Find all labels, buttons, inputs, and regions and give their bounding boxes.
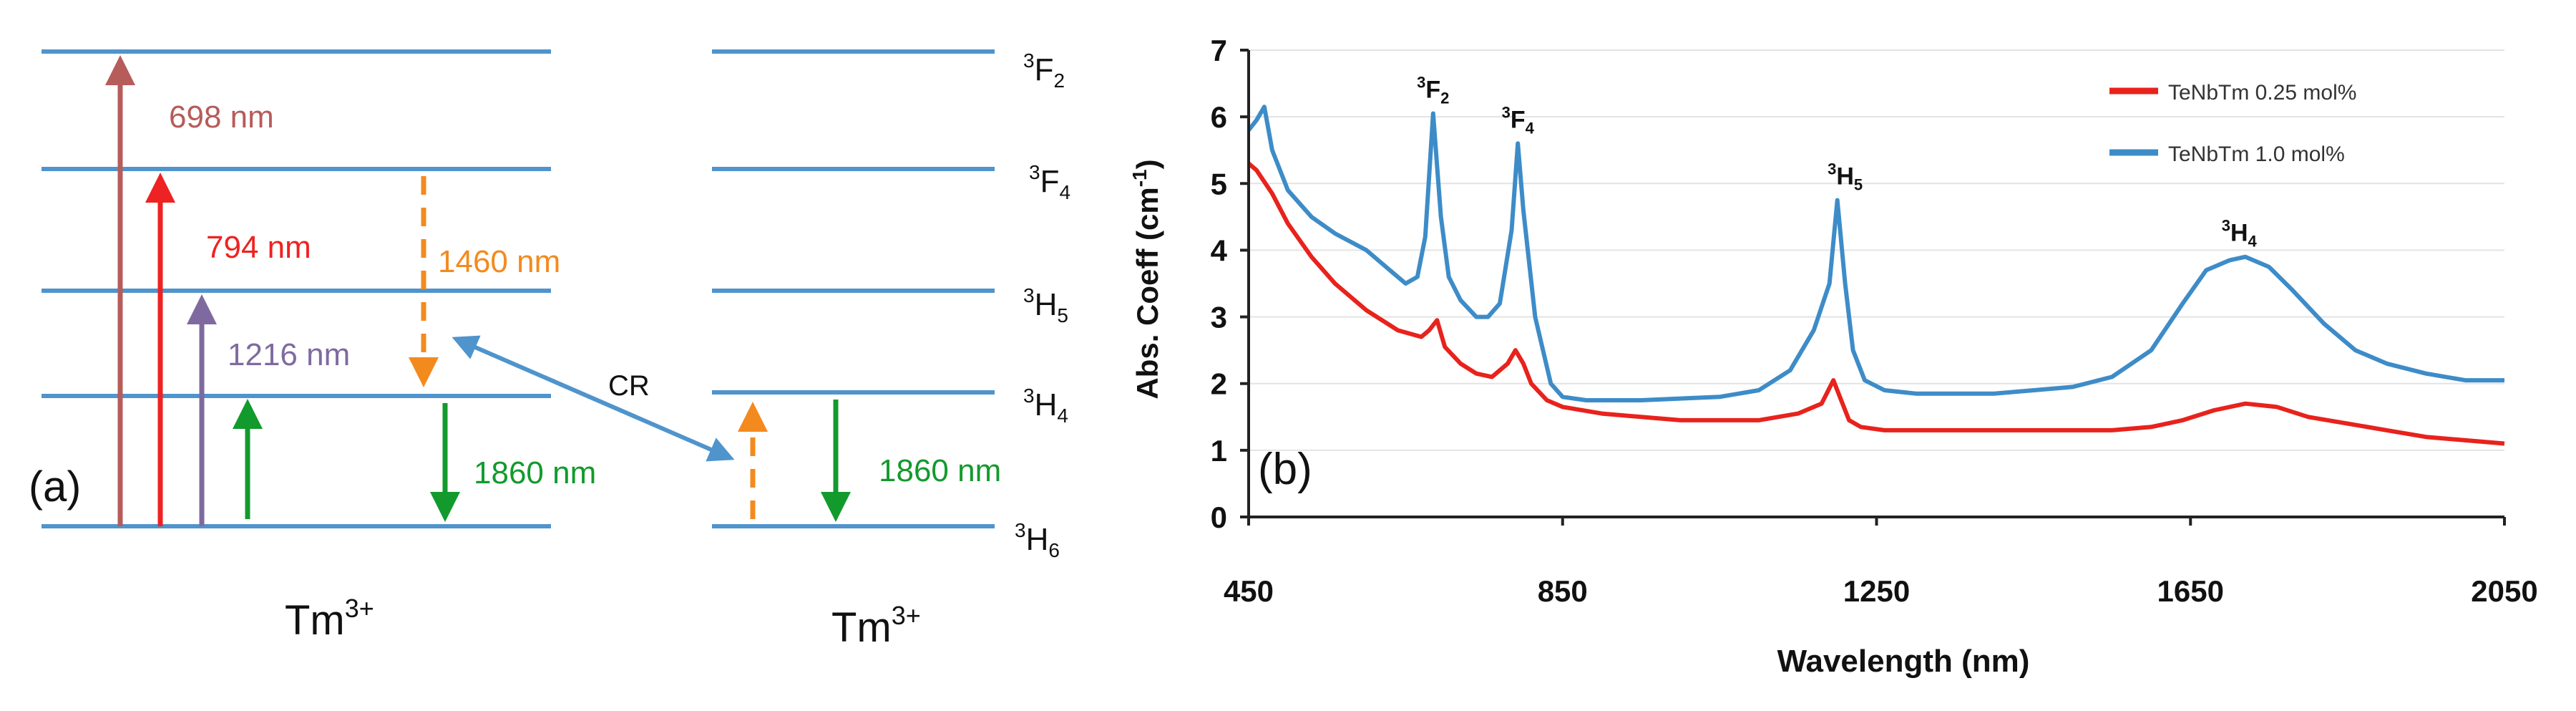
x-axis-label: Wavelength (nm) xyxy=(1777,644,2030,679)
term-3h6: 3H6 xyxy=(1015,519,1060,561)
series-line-0 xyxy=(1247,162,2505,446)
label-1860nm-right: 1860 nm xyxy=(879,453,1001,488)
legend: TeNbTm 0.25 mol% TeNbTm 1.0 mol% xyxy=(2109,81,2356,166)
peak-label-2: 3H5 xyxy=(1828,160,1863,194)
x-ticks: 450 850 1250 1650 2050 xyxy=(1224,517,2538,608)
y-ticks: 0 1 2 3 4 5 6 7 xyxy=(1211,34,1249,534)
peak-label-1: 3F4 xyxy=(1502,103,1535,137)
axes xyxy=(1247,50,2504,518)
x-tick-label-2: 1250 xyxy=(1843,574,1910,608)
term-3h4: 3H4 xyxy=(1023,384,1068,427)
peak-labels: 3F2 3F4 3H5 3H4 xyxy=(1417,73,2257,250)
label-cr: CR xyxy=(608,370,650,402)
series-lines xyxy=(1246,105,2505,446)
y-tick-label-4: 4 xyxy=(1211,233,1228,267)
peak-label-0: 3F2 xyxy=(1417,73,1449,107)
legend-label-0: TeNbTm 0.25 mol% xyxy=(2168,81,2356,105)
series-line-1 xyxy=(1246,105,2504,402)
legend-label-1: TeNbTm 1.0 mol% xyxy=(2168,142,2345,166)
peak-label-3: 3H4 xyxy=(2222,217,2258,251)
label-1860nm-left: 1860 nm xyxy=(474,455,596,490)
y-axis-label: Abs. Coeff (cm-1) xyxy=(1128,159,1164,399)
y-tick-label-3: 3 xyxy=(1211,301,1227,334)
y-tick-label-5: 5 xyxy=(1211,167,1227,200)
term-3h5: 3H5 xyxy=(1023,284,1068,327)
cr-arrow xyxy=(452,335,735,462)
x-tick-label-3: 1650 xyxy=(2157,574,2224,608)
panel-label-a: (a) xyxy=(29,463,81,511)
y-tick-label-2: 2 xyxy=(1211,367,1227,401)
term-3f2: 3F2 xyxy=(1023,49,1065,92)
x-tick-label-1: 850 xyxy=(1538,574,1588,608)
term-3f4: 3F4 xyxy=(1029,161,1070,203)
label-1460nm: 1460 nm xyxy=(438,244,560,279)
grid-lines xyxy=(1249,49,2504,451)
ion-label-right: Tm3+ xyxy=(831,601,921,651)
y-tick-label-1: 1 xyxy=(1211,434,1227,468)
x-tick-label-0: 450 xyxy=(1224,574,1274,608)
y-tick-label-0: 0 xyxy=(1211,500,1227,534)
y-tick-label-7: 7 xyxy=(1211,34,1227,67)
label-1216nm: 1216 nm xyxy=(228,337,350,372)
label-794nm: 794 nm xyxy=(206,230,311,265)
x-tick-label-4: 2050 xyxy=(2471,574,2537,608)
label-698nm: 698 nm xyxy=(169,100,274,135)
energy-level-diagram: 698 nm 794 nm 1216 nm 1460 nm 1860 nm 18… xyxy=(29,49,1070,651)
y-tick-label-6: 6 xyxy=(1211,100,1227,134)
ion-label-left: Tm3+ xyxy=(285,594,374,644)
panel-label-b: (b) xyxy=(1258,445,1312,494)
